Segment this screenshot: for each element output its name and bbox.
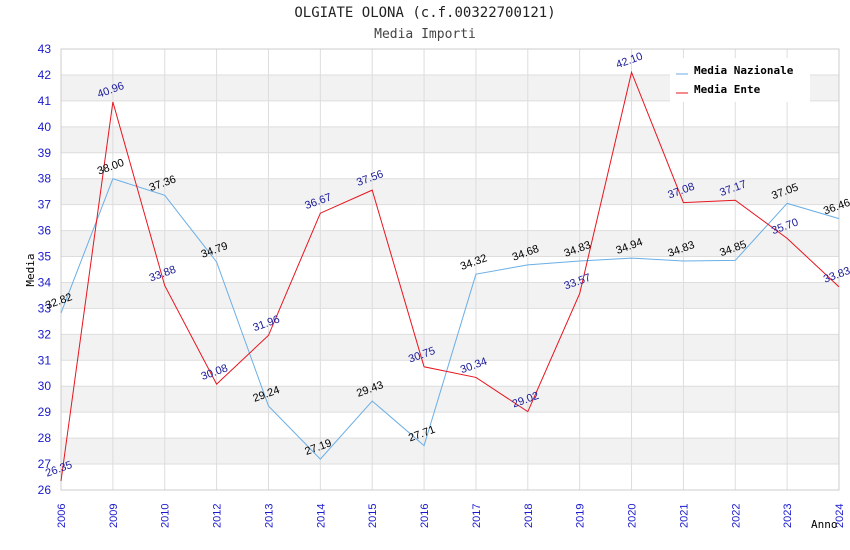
chart-subtitle: Media Importi bbox=[374, 27, 476, 42]
y-tick-label: 33 bbox=[38, 301, 52, 315]
plot-band bbox=[61, 334, 839, 361]
y-tick-label: 32 bbox=[38, 327, 52, 341]
legend: Media Nazionale Media Ente bbox=[670, 58, 810, 102]
plot-band bbox=[61, 386, 839, 413]
y-tick-label: 39 bbox=[38, 146, 52, 160]
x-tick-label: 2013 bbox=[263, 504, 275, 528]
y-tick-label: 35 bbox=[38, 250, 52, 264]
y-tick-label: 34 bbox=[38, 275, 52, 289]
y-tick-label: 42 bbox=[38, 68, 52, 82]
y-tick-label: 37 bbox=[38, 198, 52, 212]
x-axis-ticks: 2006 2009 2010 2012 2013 2014 2015 2016 2017 2018… bbox=[56, 504, 846, 528]
x-tick-label: 2017 bbox=[471, 504, 483, 528]
x-tick-label: 2023 bbox=[782, 504, 794, 528]
x-tick-label: 2016 bbox=[419, 504, 431, 528]
y-tick-label: 38 bbox=[38, 172, 52, 186]
x-tick-label: 2019 bbox=[575, 504, 587, 528]
data-label: 38.00 bbox=[96, 157, 126, 178]
y-tick-label: 41 bbox=[38, 94, 52, 108]
legend-box bbox=[670, 58, 810, 102]
x-tick-label: 2009 bbox=[108, 504, 120, 528]
y-tick-label: 36 bbox=[38, 224, 52, 238]
x-tick-label: 2018 bbox=[523, 504, 535, 528]
chart-title: OLGIATE OLONA (c.f.00322700121) bbox=[294, 5, 556, 21]
data-label: 33.88 bbox=[148, 264, 178, 285]
y-tick-label: 31 bbox=[38, 353, 52, 367]
y-tick-label: 40 bbox=[38, 120, 52, 134]
x-tick-label: 2024 bbox=[834, 504, 846, 528]
legend-label-ente: Media Ente bbox=[694, 83, 761, 96]
x-tick-label: 2014 bbox=[315, 504, 327, 528]
plot-band bbox=[61, 230, 839, 257]
data-label: 31.96 bbox=[251, 314, 281, 335]
legend-label-nazionale: Media Nazionale bbox=[694, 64, 794, 77]
grid-lines bbox=[60, 48, 840, 491]
x-tick-label: 2015 bbox=[367, 504, 379, 528]
plot-band bbox=[61, 438, 839, 465]
y-tick-label: 29 bbox=[38, 405, 52, 419]
series-line-ente bbox=[60, 70, 840, 481]
y-tick-label: 30 bbox=[38, 379, 52, 393]
x-axis-label: Anno bbox=[811, 518, 838, 531]
y-tick-label: 27 bbox=[38, 457, 52, 471]
x-tick-label: 2010 bbox=[160, 504, 172, 528]
plot-band bbox=[61, 282, 839, 309]
x-tick-label: 2022 bbox=[730, 504, 742, 528]
plot-band bbox=[61, 178, 839, 205]
y-tick-label: 26 bbox=[38, 483, 52, 497]
plot-bands bbox=[61, 74, 839, 465]
y-tick-label: 28 bbox=[38, 431, 52, 445]
y-axis-label: Media bbox=[24, 253, 37, 286]
x-tick-label: 2006 bbox=[56, 504, 68, 528]
series-line-nazionale bbox=[60, 178, 840, 460]
y-tick-label: 43 bbox=[38, 42, 52, 56]
x-tick-label: 2012 bbox=[212, 504, 224, 528]
series-lines bbox=[60, 70, 840, 481]
y-axis-ticks: 26 27 28 29 30 31 32 33 34 35 36 37 38 39 40 41 42 43 bbox=[38, 42, 52, 497]
plot-frame bbox=[60, 48, 840, 491]
x-tick-label: 2021 bbox=[678, 504, 690, 528]
plot-band bbox=[61, 126, 839, 153]
data-label: 42.10 bbox=[614, 50, 644, 71]
x-tick-label: 2020 bbox=[627, 504, 639, 528]
